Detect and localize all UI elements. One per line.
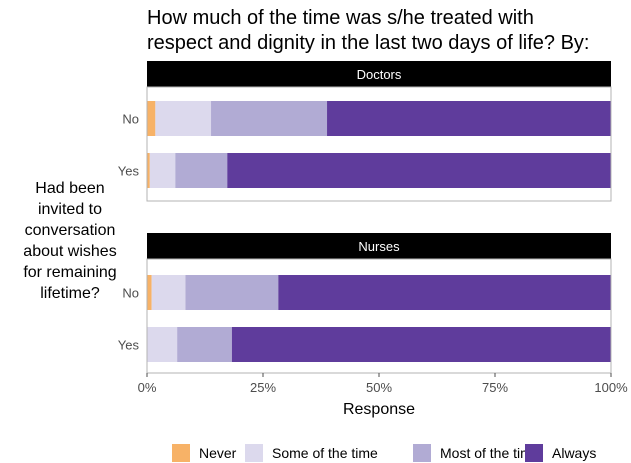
y-tick-label: Yes bbox=[118, 164, 140, 179]
bar-segment bbox=[327, 101, 611, 136]
bar-segment bbox=[149, 153, 176, 188]
bar-segment bbox=[278, 275, 611, 310]
bar-segment bbox=[227, 153, 611, 188]
facet-strip-label: Doctors bbox=[357, 67, 402, 82]
legend-swatch bbox=[525, 444, 543, 462]
bar-segment bbox=[147, 327, 178, 362]
x-tick-label: 0% bbox=[138, 380, 157, 395]
bar-segment bbox=[211, 101, 328, 136]
y-axis-title-line: Had been bbox=[35, 180, 105, 197]
bar-segment bbox=[185, 275, 279, 310]
facet-strip bbox=[147, 61, 611, 87]
bar-segment bbox=[147, 101, 156, 136]
legend-swatch bbox=[413, 444, 431, 462]
legend-swatch bbox=[172, 444, 190, 462]
y-tick-label: No bbox=[122, 286, 139, 301]
legend-label: Some of the time bbox=[272, 445, 378, 461]
y-axis-title-line: about wishes bbox=[23, 243, 117, 260]
x-tick-label: 100% bbox=[594, 380, 628, 395]
bar-segment bbox=[147, 153, 150, 188]
chart-title-line-1: How much of the time was s/he treated wi… bbox=[147, 7, 534, 29]
x-tick-label: 75% bbox=[482, 380, 508, 395]
y-axis-title: Had been invited to conversation about w… bbox=[4, 178, 136, 304]
y-axis-title-line: lifetime? bbox=[40, 285, 100, 302]
y-axis-title-line: for remaining bbox=[23, 264, 117, 281]
legend-label: Never bbox=[199, 445, 237, 461]
legend-label: Always bbox=[552, 445, 596, 461]
y-tick-label: No bbox=[122, 112, 139, 127]
bar-segment bbox=[177, 327, 232, 362]
bar-segment bbox=[175, 153, 228, 188]
legend-label: Most of the time bbox=[440, 445, 540, 461]
y-tick-label: Yes bbox=[118, 338, 140, 353]
legend-swatch bbox=[245, 444, 263, 462]
bar-segment bbox=[151, 275, 186, 310]
bar-segment bbox=[147, 275, 152, 310]
x-axis-title: Response bbox=[343, 401, 415, 418]
y-axis-title-line: conversation bbox=[24, 222, 116, 239]
x-tick-label: 50% bbox=[366, 380, 392, 395]
facet-strip-label: Nurses bbox=[358, 239, 400, 254]
y-axis-title-line: invited to bbox=[37, 201, 103, 218]
bar-segment bbox=[231, 327, 612, 362]
facet-strip bbox=[147, 233, 611, 259]
bar-segment bbox=[155, 101, 212, 136]
chart-title-line-2: respect and dignity in the last two days… bbox=[147, 32, 590, 54]
x-tick-label: 25% bbox=[250, 380, 276, 395]
panel-border bbox=[146, 86, 612, 202]
